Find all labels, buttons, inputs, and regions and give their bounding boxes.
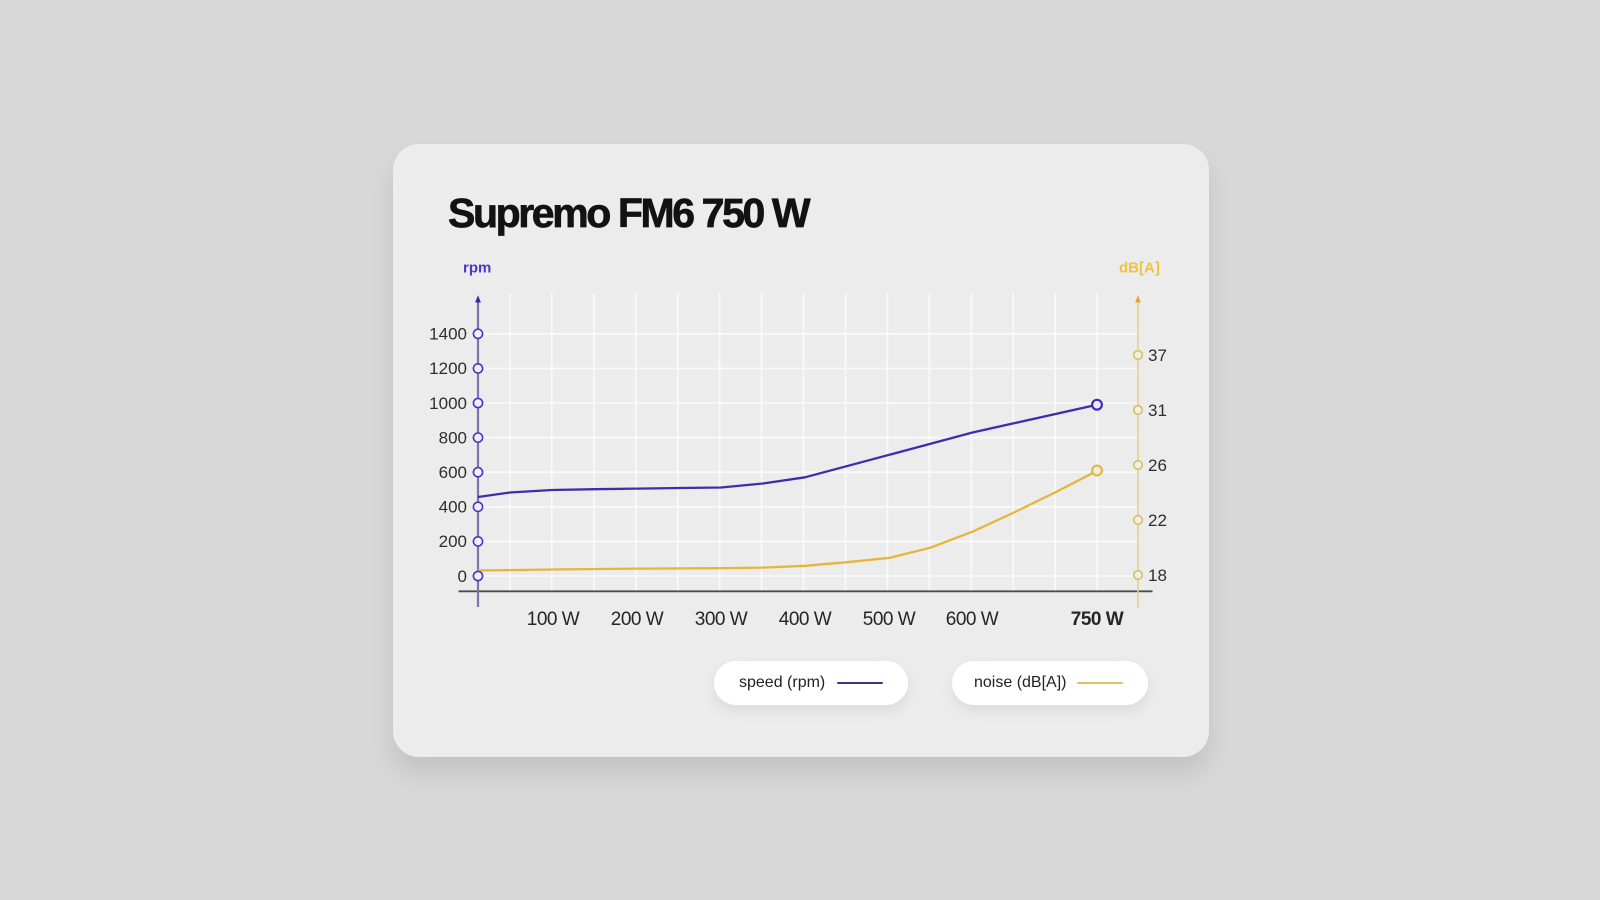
svg-text:dB[A]: dB[A] [1119,260,1160,277]
svg-text:26: 26 [1148,456,1167,475]
svg-text:31: 31 [1148,401,1167,420]
svg-text:22: 22 [1148,511,1167,530]
svg-text:100 W: 100 W [527,609,580,630]
svg-text:1200: 1200 [429,359,467,378]
svg-text:37: 37 [1148,346,1167,365]
svg-text:1400: 1400 [429,325,467,344]
svg-text:rpm: rpm [463,260,491,277]
svg-text:500 W: 500 W [863,609,916,630]
svg-text:800: 800 [439,428,467,447]
svg-text:600 W: 600 W [946,609,999,630]
svg-text:18: 18 [1148,566,1167,585]
svg-text:750 W: 750 W [1071,609,1124,630]
svg-text:200 W: 200 W [611,609,664,630]
svg-text:600: 600 [439,463,467,482]
svg-text:0: 0 [458,567,467,586]
svg-text:400 W: 400 W [779,609,832,630]
svg-text:300 W: 300 W [695,609,748,630]
svg-text:200: 200 [439,532,467,551]
svg-text:400: 400 [439,498,467,517]
svg-text:1000: 1000 [429,394,467,413]
